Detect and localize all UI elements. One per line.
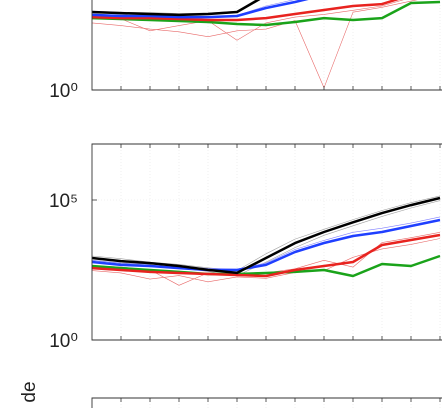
series-line bbox=[91, 0, 404, 41]
y-tick-label: 10⁵ bbox=[49, 191, 78, 212]
series-line bbox=[91, 0, 309, 19]
series-line bbox=[91, 218, 441, 272]
axes-frame bbox=[91, 0, 442, 91]
y-axis-label: de bbox=[19, 381, 40, 402]
series-line bbox=[91, 254, 441, 278]
series-line bbox=[91, 0, 400, 22]
axes-frame bbox=[91, 143, 442, 341]
series-line bbox=[91, 0, 418, 89]
series-line bbox=[91, 0, 441, 27]
series-line bbox=[91, 238, 441, 283]
y-tick-label: 10⁰ bbox=[49, 81, 78, 102]
axes-frame bbox=[91, 397, 442, 408]
series-line bbox=[91, 0, 261, 17]
series-line bbox=[91, 196, 441, 275]
y-tick-label: 10⁰ bbox=[49, 331, 78, 352]
series-line bbox=[91, 233, 441, 278]
series-line bbox=[91, 0, 256, 14]
